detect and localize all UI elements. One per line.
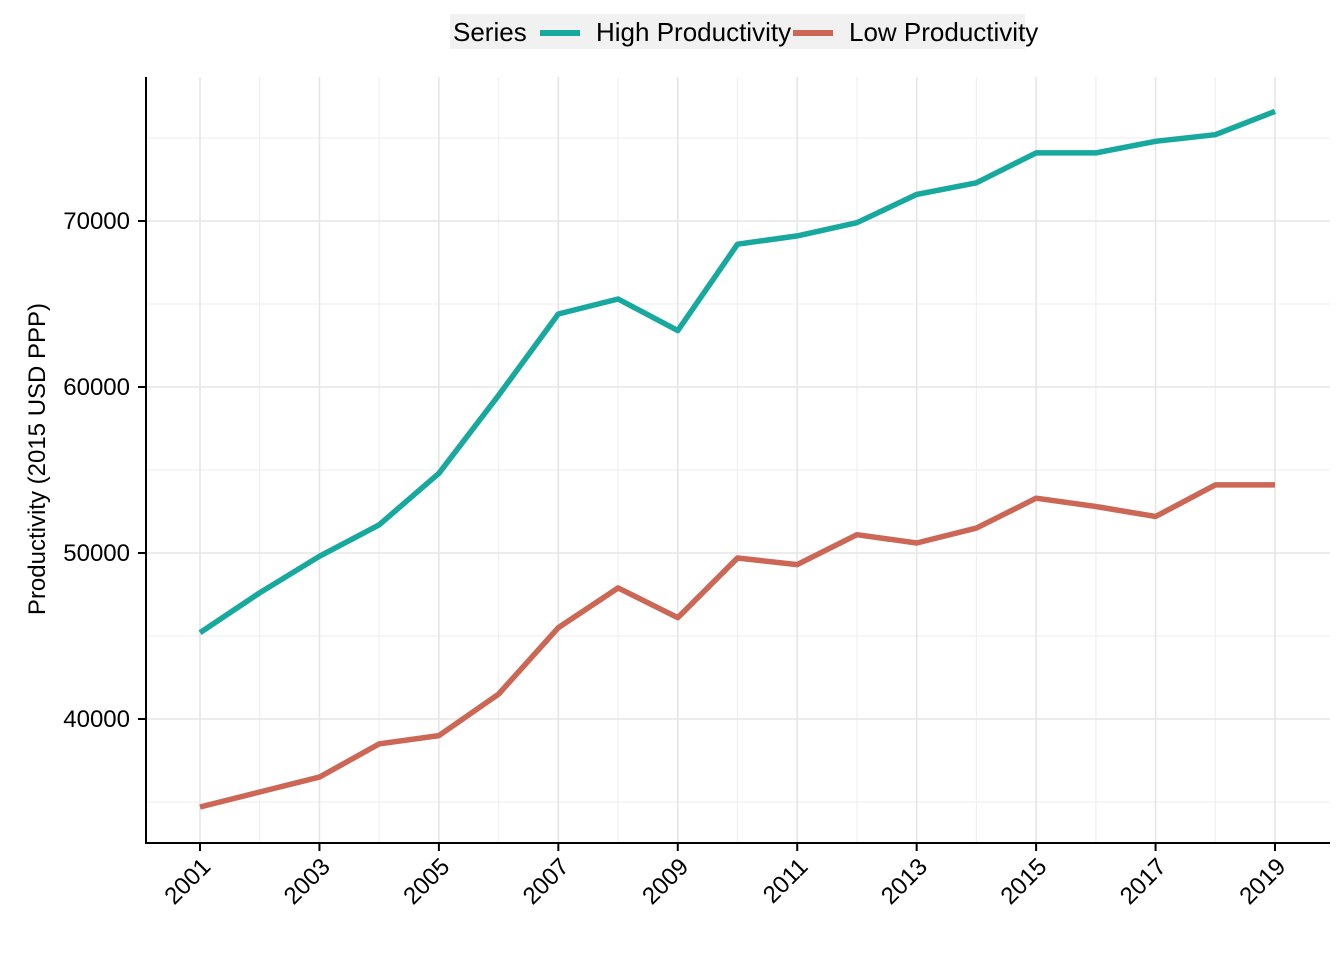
series-lines [198, 108, 1276, 810]
y-axis-title: Productivity (2015 USD PPP) [24, 303, 51, 615]
legend-label-low-productivity: Low Productivity [849, 17, 1038, 47]
x-tick-labels: 2001 2003 2005 2007 2009 2011 2013 2015 2017 2019 [159, 853, 1291, 910]
x-tick-label: 2007 [518, 853, 575, 910]
y-tick-label: 40000 [63, 706, 130, 733]
x-tick-label: 2019 [1234, 853, 1291, 910]
series-line-high-productivity [198, 108, 1276, 635]
y-tick-label: 50000 [63, 540, 130, 567]
x-tick-label: 2005 [398, 853, 455, 910]
y-tick-labels: 40000 50000 60000 70000 [63, 208, 130, 733]
x-tick-label: 2017 [1115, 853, 1172, 910]
x-tick-label: 2009 [637, 853, 694, 910]
series-line-low-productivity [199, 482, 1275, 810]
major-gridlines [146, 77, 1330, 843]
legend-label-high-productivity: High Productivity [596, 17, 791, 47]
axes [138, 77, 1330, 851]
minor-gridlines [146, 77, 1330, 843]
x-tick-label: 2011 [758, 853, 814, 909]
y-tick-label: 60000 [63, 374, 130, 401]
x-tick-label: 2015 [996, 853, 1053, 910]
legend-title: Series [453, 17, 527, 47]
x-tick-label: 2003 [279, 853, 336, 910]
legend: Series High Productivity Low Productivit… [450, 14, 1038, 49]
y-tick-label: 70000 [63, 208, 130, 235]
x-tick-label: 2013 [876, 853, 933, 910]
x-tick-label: 2001 [159, 853, 216, 910]
